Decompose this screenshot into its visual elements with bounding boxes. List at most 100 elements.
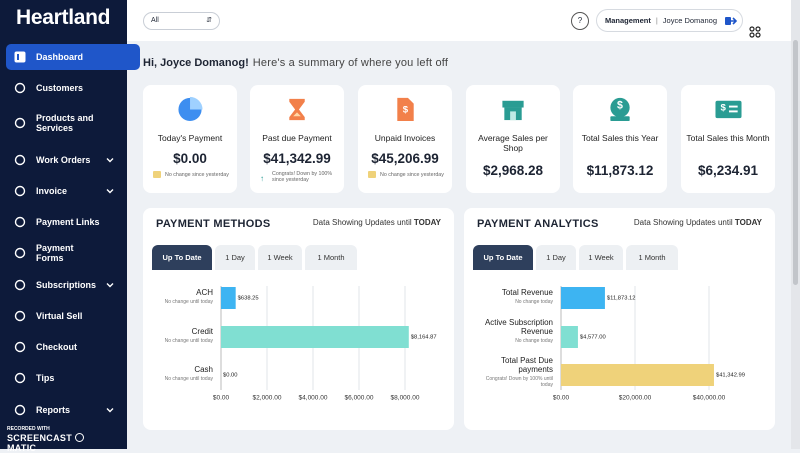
card-note: No change since yesterday xyxy=(153,171,233,178)
tab[interactable]: 1 Week xyxy=(258,245,302,270)
nav-item[interactable]: Checkout xyxy=(6,334,140,360)
filter-value: All xyxy=(151,17,159,24)
x-tick-label: $6,000.00 xyxy=(345,395,374,402)
category-note: No change today xyxy=(515,299,553,305)
nav-icon xyxy=(14,247,26,259)
tab[interactable]: Up To Date xyxy=(152,245,212,270)
panel: PAYMENT ANALYTICS Data Showing Updates un… xyxy=(464,208,775,430)
nav-item[interactable]: Tips xyxy=(6,365,140,391)
chevron-shape xyxy=(106,158,114,163)
nav-label: Invoice xyxy=(36,186,68,196)
category-note: No change until today xyxy=(164,376,213,382)
select-caret: ⇵ xyxy=(206,17,212,24)
bar xyxy=(221,326,409,348)
nav-item[interactable]: Reports xyxy=(6,397,140,423)
panel-update: Data Showing Updates until TODAY xyxy=(313,218,441,227)
nav-icon xyxy=(14,154,26,166)
category-label: Total Past Due payments xyxy=(500,356,553,374)
nav-item[interactable]: Payment Forms xyxy=(6,240,140,266)
nav-icon xyxy=(14,82,26,94)
filter-select[interactable]: All ⇵ xyxy=(143,12,220,30)
icon-shape xyxy=(14,216,26,228)
nav-icon xyxy=(14,51,26,63)
update-text: Data Showing Updates until xyxy=(312,218,412,227)
nav-label: Customers xyxy=(36,83,84,93)
icon-shape xyxy=(17,54,19,60)
help-button[interactable]: ? xyxy=(571,12,589,30)
scroll-thumb[interactable] xyxy=(793,40,798,285)
nav-label: Subscriptions xyxy=(36,280,97,290)
icon-shape: $ xyxy=(721,102,727,113)
nav-icon xyxy=(14,404,26,416)
x-tick-label: $2,000.00 xyxy=(253,395,282,402)
card-icon: $ xyxy=(610,97,630,122)
chevron xyxy=(106,283,114,288)
summary-card: $ Unpaid Invoices $45,206.99 No change sinc… xyxy=(358,85,452,193)
chevron xyxy=(106,408,114,413)
panel-update: Data Showing Updates until TODAY xyxy=(634,218,762,227)
x-tick-label: $40,000.00 xyxy=(693,395,726,402)
nav-icon xyxy=(14,310,26,322)
bar-value-label: $638.25 xyxy=(238,296,259,302)
apps-icon[interactable] xyxy=(749,26,761,38)
icon-shape xyxy=(14,279,26,291)
tab[interactable]: 1 Month xyxy=(626,245,678,270)
panel-title: PAYMENT METHODS xyxy=(156,218,271,230)
icon-shape xyxy=(14,117,26,129)
header-bar xyxy=(127,0,800,41)
tab[interactable]: 1 Week xyxy=(579,245,623,270)
icon-shape xyxy=(14,404,26,416)
summary-card: Today's Payment $0.00 No change since yest… xyxy=(143,85,237,193)
separator: | xyxy=(655,16,658,25)
category-label: Total Revenue xyxy=(501,288,553,297)
card-value: $2,968.28 xyxy=(482,163,544,178)
nav-icon xyxy=(14,279,26,291)
user-menu[interactable]: Management | Joyce Domanog xyxy=(596,9,743,32)
nav-icon xyxy=(14,372,26,384)
nav-label: Products and Services xyxy=(36,113,94,133)
watermark: RECORDED WITH SCREENCAST MATIC xyxy=(0,423,105,453)
category-note: No change today xyxy=(515,338,553,344)
scrollbar[interactable] xyxy=(791,0,800,449)
note-badge xyxy=(368,171,376,178)
bar-chart: $0.00 $20,000.00 $40,000.00 $11,873.12 $4,57… xyxy=(553,286,745,402)
nav-item[interactable]: Customers xyxy=(6,75,140,101)
watermark-o xyxy=(74,433,84,442)
category-label: Active Subscription Revenue xyxy=(484,318,553,336)
nav-item[interactable]: Subscriptions xyxy=(6,272,140,298)
bar xyxy=(561,287,605,309)
brand: Heartland xyxy=(16,6,111,29)
nav-item[interactable]: Invoice xyxy=(6,178,140,204)
icon-shape xyxy=(715,100,742,119)
category-note: Congrats! Down by 100% until today xyxy=(485,376,553,388)
nav-item[interactable]: Products and Services xyxy=(6,110,140,136)
nav-item[interactable]: Work Orders xyxy=(6,147,140,173)
watermark-suffix: MATIC xyxy=(7,443,37,453)
nav-item[interactable]: Payment Links xyxy=(6,209,140,235)
x-tick-label: $8,000.00 xyxy=(391,395,420,402)
chevron xyxy=(106,158,114,163)
logout-icon xyxy=(725,16,737,25)
nav-item[interactable]: Virtual Sell xyxy=(6,303,140,329)
card-value: $45,206.99 xyxy=(371,151,439,166)
update-em: TODAY xyxy=(413,218,441,227)
nav-label: Reports xyxy=(36,405,71,415)
card-title: Total Sales this Month xyxy=(686,133,770,143)
tab[interactable]: 1 Day xyxy=(536,245,576,270)
tab[interactable]: Up To Date xyxy=(473,245,533,270)
greeting: Hi, Joyce Domanog! Here's a summary of wh… xyxy=(143,57,448,69)
tab[interactable]: 1 Month xyxy=(305,245,357,270)
x-tick-label: $20,000.00 xyxy=(619,395,652,402)
chevron-shape xyxy=(106,408,114,413)
nav-icon xyxy=(14,185,26,197)
nav-item[interactable]: Dashboard xyxy=(6,44,140,70)
icon-shape: $ xyxy=(617,100,623,112)
icon-shape xyxy=(14,341,26,353)
bar-value-label: $4,577.00 xyxy=(580,335,606,341)
nav-label: Checkout xyxy=(36,342,78,352)
note-text: No change since yesterday xyxy=(380,171,444,178)
note-text: Congrats! Down by 100% since yesterday xyxy=(272,171,333,183)
tab[interactable]: 1 Day xyxy=(215,245,255,270)
card-value: $6,234.91 xyxy=(697,163,759,178)
bar-value-label: $8,164.87 xyxy=(411,335,437,341)
